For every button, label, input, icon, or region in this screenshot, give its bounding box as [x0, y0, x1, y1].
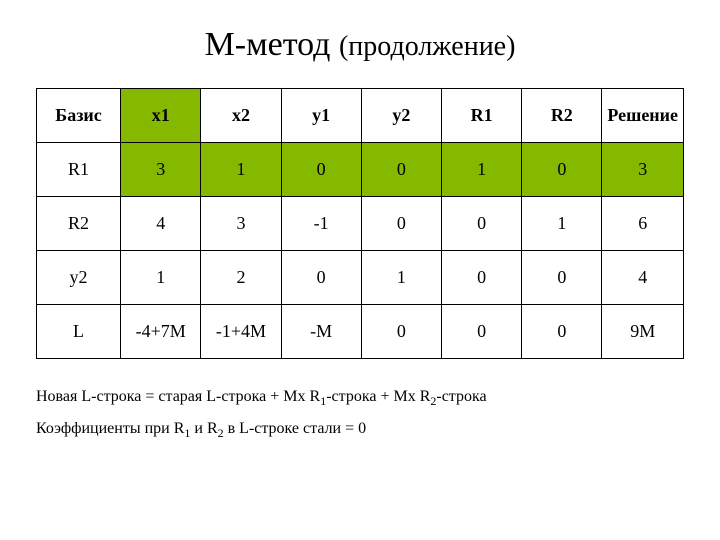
table-cell: 2 [201, 251, 281, 305]
table-cell: 6 [602, 197, 684, 251]
table-cell: 0 [522, 305, 602, 359]
table-cell: 4 [121, 197, 201, 251]
header-cell: R1 [441, 89, 521, 143]
table-cell: 0 [361, 197, 441, 251]
title-sub: (продолжение) [339, 31, 515, 62]
table-header-row: Базисx1x2y1y2R1R2Решение [37, 89, 684, 143]
note-line-2: Коэффициенты при R1 и R2 в L-строке стал… [36, 413, 684, 445]
table-cell: 3 [121, 143, 201, 197]
table-cell: 1 [121, 251, 201, 305]
table-row: L-4+7M-1+4M-M0009M [37, 305, 684, 359]
slide: М-метод (продолжение) Базисx1x2y1y2R1R2Р… [0, 0, 720, 540]
table-cell: 3 [201, 197, 281, 251]
table-cell: 0 [441, 251, 521, 305]
table-cell: 0 [522, 143, 602, 197]
table-row: y21201004 [37, 251, 684, 305]
table-cell: R1 [37, 143, 121, 197]
header-cell: y2 [361, 89, 441, 143]
table-cell: 0 [361, 305, 441, 359]
table-cell: 1 [522, 197, 602, 251]
table-cell: -1+4M [201, 305, 281, 359]
table-row: R13100103 [37, 143, 684, 197]
table-cell: y2 [37, 251, 121, 305]
slide-title: М-метод (продолжение) [36, 26, 684, 64]
header-cell: Решение [602, 89, 684, 143]
header-cell: R2 [522, 89, 602, 143]
table-row: R243-10016 [37, 197, 684, 251]
table-cell: 1 [201, 143, 281, 197]
table-cell: 0 [281, 251, 361, 305]
header-cell: x1 [121, 89, 201, 143]
table-body: Базисx1x2y1y2R1R2РешениеR13100103R243-10… [37, 89, 684, 359]
table-cell: -M [281, 305, 361, 359]
table-cell: 1 [361, 251, 441, 305]
notes: Новая L-строка = старая L-строка + Мх R1… [36, 381, 684, 445]
table-cell: 0 [441, 197, 521, 251]
table-cell: 0 [361, 143, 441, 197]
table-cell: 3 [602, 143, 684, 197]
header-cell: x2 [201, 89, 281, 143]
table-cell: L [37, 305, 121, 359]
table-cell: 0 [281, 143, 361, 197]
simplex-table: Базисx1x2y1y2R1R2РешениеR13100103R243-10… [36, 88, 684, 359]
table-cell: 4 [602, 251, 684, 305]
table-cell: -4+7M [121, 305, 201, 359]
header-cell: y1 [281, 89, 361, 143]
table-cell: 1 [441, 143, 521, 197]
note-line-1: Новая L-строка = старая L-строка + Мх R1… [36, 381, 684, 413]
table-cell: 0 [522, 251, 602, 305]
table-cell: R2 [37, 197, 121, 251]
header-cell: Базис [37, 89, 121, 143]
table-cell: 9M [602, 305, 684, 359]
table-cell: -1 [281, 197, 361, 251]
title-main: М-метод [205, 26, 331, 63]
table-cell: 0 [441, 305, 521, 359]
